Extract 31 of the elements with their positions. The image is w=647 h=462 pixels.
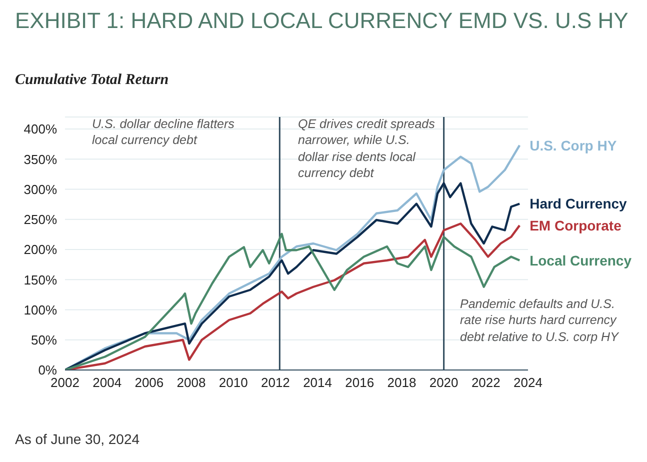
annotation: Pandemic defaults and U.S. rate rise hurts hard currency debt relative to U.S. corp HY xyxy=(460,296,620,345)
y-tick-label: 400% xyxy=(24,122,58,137)
y-tick-label: 50% xyxy=(30,332,58,348)
series-label: Hard Currency xyxy=(530,196,628,212)
chart-title: EXHIBIT 1: HARD AND LOCAL CURRENCY EMD VS. U.S HY xyxy=(15,8,628,34)
text: As of June 30, 2024 xyxy=(15,430,141,448)
x-tick-label: 2014 xyxy=(303,375,332,390)
y-tick-label: 350% xyxy=(24,152,58,167)
y-tick-label: 100% xyxy=(24,302,58,318)
x-tick-label: 2018 xyxy=(387,375,416,390)
y-tick-label: 150% xyxy=(24,272,58,288)
x-tick-label: 2008 xyxy=(176,375,206,390)
x-tick-label: 2016 xyxy=(345,375,374,390)
x-tick-label: 2022 xyxy=(471,375,500,390)
x-tick-label: 2020 xyxy=(429,375,458,390)
y-tick-label: 250% xyxy=(24,212,58,228)
x-tick-label: 2004 xyxy=(92,375,122,390)
x-tick-label: 2006 xyxy=(134,375,164,390)
annotation: QE drives credit spreads narrower, while U.S. dollar rise dents local currency debt xyxy=(298,116,436,181)
annotation: U.S. dollar decline flatters local currency debt xyxy=(92,116,236,148)
series-label: U.S. Corp HY xyxy=(530,137,618,154)
chart-subtitle: Cumulative Total Return xyxy=(15,72,169,89)
y-tick-label: 300% xyxy=(24,182,58,197)
x-tick-label: 2024 xyxy=(514,375,542,390)
y-tick-label: 200% xyxy=(24,242,58,258)
y-tick-label: 0% xyxy=(38,362,58,378)
series-label: Local Currency xyxy=(530,252,632,268)
x-tick-label: 2012 xyxy=(260,375,290,390)
series-label: EM Corporate xyxy=(530,217,622,234)
x-tick-label: 2002 xyxy=(50,375,80,390)
x-tick-label: 2010 xyxy=(218,375,248,390)
